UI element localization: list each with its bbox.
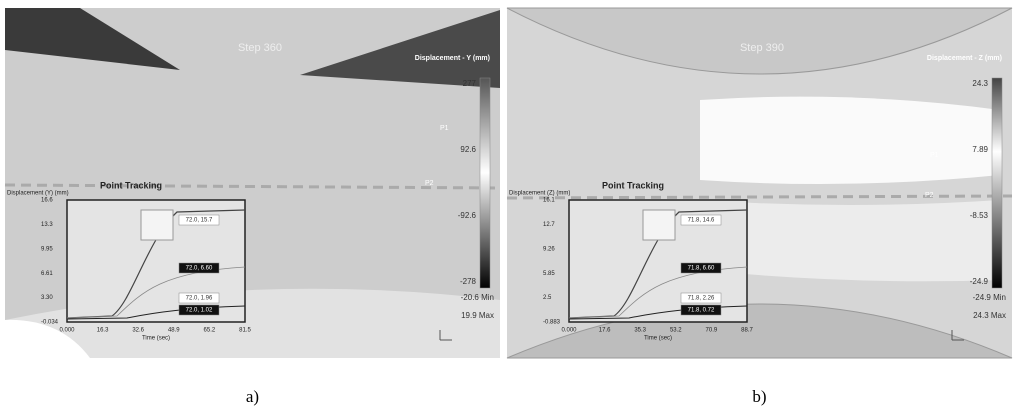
- curve: [66, 305, 246, 320]
- readout-box: [178, 304, 220, 316]
- x-tick-label: 53.2: [670, 328, 682, 334]
- color-bar: [479, 77, 491, 289]
- x-tick-label: 48.9: [168, 328, 180, 334]
- step-label: Step 390: [740, 42, 784, 54]
- y-tick-label: 9.95: [41, 246, 53, 252]
- readout: 72.0, 6.60: [186, 266, 213, 272]
- x-tick-label: 0.000: [561, 328, 577, 334]
- readout-box: [680, 292, 722, 304]
- x-tick-label: 0.000: [59, 328, 75, 334]
- point-label: P2: [425, 180, 434, 187]
- axis-triad: [951, 330, 964, 341]
- x-tick-label: 65.2: [204, 328, 216, 334]
- readout-box: [680, 304, 722, 316]
- curve: [568, 305, 748, 320]
- x-tick-label: 16.3: [97, 328, 109, 334]
- caption: b): [752, 387, 766, 406]
- scale-label: 24.3: [972, 79, 988, 88]
- readout: 71.8, 6.60: [688, 266, 715, 272]
- plot-x-label: Time (sec): [644, 336, 672, 342]
- legend-title: Displacement - Y (mm): [415, 55, 490, 62]
- x-tick-label: 35.3: [634, 328, 646, 334]
- x-tick-label: 81.5: [239, 328, 251, 334]
- y-tick-label: 16.6: [41, 198, 53, 204]
- plot-y-label: Displacement (Z) (mm): [509, 191, 570, 197]
- x-tick-label: 17.6: [599, 328, 611, 334]
- plot-legend: [642, 209, 676, 241]
- readout: 71.8, 14.6: [688, 218, 715, 224]
- y-tick-label: 5.85: [543, 271, 555, 277]
- scale-label: 7.89: [972, 145, 988, 154]
- panel: a) Step 360 Displacement - Y (mm) 277 92.6 -9…: [7, 42, 494, 406]
- step-label: Step 360: [238, 42, 282, 54]
- min-label: -24.9 Min: [973, 293, 1006, 302]
- y-tick-label: -0.883: [543, 320, 561, 326]
- readout: 71.8, 0.72: [688, 308, 715, 314]
- y-tick-label: 6.61: [41, 271, 53, 277]
- caption: a): [246, 387, 259, 406]
- y-tick-label: 9.26: [543, 246, 555, 252]
- scale-label: -92.6: [458, 211, 477, 220]
- readout-box: [680, 214, 722, 226]
- y-tick-label: 13.3: [41, 222, 53, 228]
- readout-box: [178, 214, 220, 226]
- scale-label: 92.6: [460, 145, 476, 154]
- max-label: 19.9 Max: [461, 311, 494, 320]
- x-tick-label: 70.9: [706, 328, 718, 334]
- min-label: -20.6 Min: [461, 293, 494, 302]
- readout: 72.0, 15.7: [186, 218, 213, 224]
- readout-box: [680, 262, 722, 274]
- scale-label: -278: [460, 277, 477, 286]
- readout: 72.0, 1.02: [186, 308, 213, 314]
- plot-title: Point Tracking: [100, 180, 162, 190]
- scale-label: -24.9: [970, 277, 989, 286]
- x-tick-label: 32.6: [132, 328, 144, 334]
- point-label: P2: [925, 192, 934, 199]
- panel: b) Step 390 Displacement - Z (mm) 24.3 7.89 -…: [509, 42, 1006, 406]
- y-tick-label: -0.034: [41, 320, 59, 326]
- scale-label: 277: [463, 79, 477, 88]
- plot-x-label: Time (sec): [142, 336, 170, 342]
- point-label: P1: [930, 152, 939, 159]
- readout-box: [178, 292, 220, 304]
- x-tick-label: 88.7: [741, 328, 753, 334]
- color-bar: [991, 77, 1003, 289]
- max-label: 24.3 Max: [973, 311, 1006, 320]
- y-tick-label: 3.30: [41, 295, 53, 301]
- y-tick-label: 16.1: [543, 198, 555, 204]
- scale-label: -8.53: [970, 211, 989, 220]
- y-tick-label: 12.7: [543, 222, 555, 228]
- plot-legend: [140, 209, 174, 241]
- plot-title: Point Tracking: [602, 180, 664, 190]
- axis-triad: [439, 330, 452, 341]
- plot-y-label: Displacement (Y) (mm): [7, 191, 69, 197]
- legend-title: Displacement - Z (mm): [927, 55, 1002, 62]
- y-tick-label: 2.5: [543, 295, 552, 301]
- readout: 71.8, 2.26: [688, 296, 715, 302]
- readout-box: [178, 262, 220, 274]
- point-label: P1: [440, 125, 449, 132]
- readout: 72.0, 1.96: [186, 296, 213, 302]
